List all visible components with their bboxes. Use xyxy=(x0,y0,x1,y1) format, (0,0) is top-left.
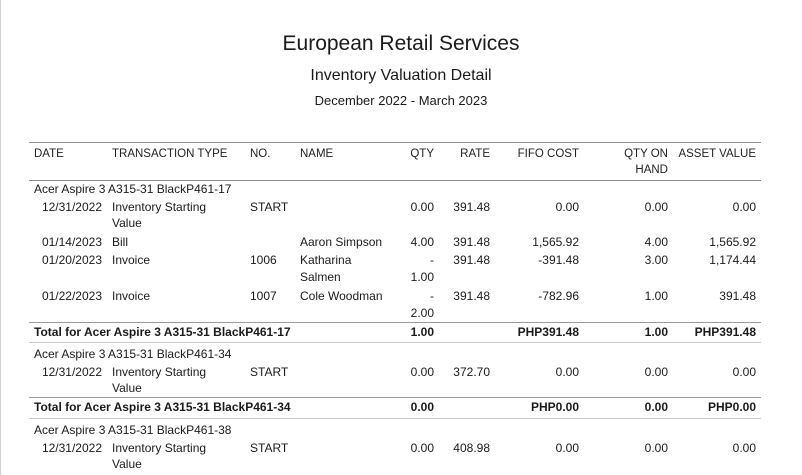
row-transaction-type[interactable]: Invoice xyxy=(112,289,151,303)
row-asset-value: 0.00 xyxy=(732,365,756,379)
col-header-name[interactable]: NAME xyxy=(300,148,334,160)
row-fifo-cost: 0.00 xyxy=(555,200,579,214)
col-header-asset-value[interactable]: ASSET VALUE xyxy=(678,148,756,160)
group-item-name: Acer Aspire 3 A315-31 BlackP461-38 xyxy=(34,423,232,437)
report-title: Inventory Valuation Detail xyxy=(310,67,492,84)
row-asset-value: 0.00 xyxy=(732,200,756,214)
row-qty-on-hand: 0.00 xyxy=(644,200,668,214)
col-header-qty-on-hand-line2: HAND xyxy=(635,164,668,176)
row-no: START xyxy=(250,441,289,455)
row-no: START xyxy=(250,365,289,379)
group-total-fifo-cost: PHP0.00 xyxy=(530,400,579,414)
row-divider xyxy=(29,342,761,343)
row-date: 12/31/2022 xyxy=(41,365,102,379)
row-transaction-type[interactable]: Bill xyxy=(112,235,129,249)
header-rule-bottom xyxy=(29,180,761,181)
company-name: European Retail Services xyxy=(282,32,520,55)
group-total-label: Total for Acer Aspire 3 A315-31 BlackP46… xyxy=(34,325,291,339)
row-no: 1006 xyxy=(250,253,277,267)
group-total-asset-value: PHP391.48 xyxy=(694,325,756,339)
row-fifo-cost: 0.00 xyxy=(555,365,579,379)
row-qty-on-hand: 4.00 xyxy=(644,235,668,249)
row-transaction-type-line2[interactable]: Value xyxy=(112,216,142,230)
row-date: 12/31/2022 xyxy=(41,200,102,214)
group-total-qty: 1.00 xyxy=(410,325,434,339)
row-transaction-type[interactable]: Inventory Starting xyxy=(112,441,207,455)
row-name[interactable]: Katharina xyxy=(300,253,352,267)
report-period: December 2022 - March 2023 xyxy=(314,93,488,108)
group-total-qty: 0.00 xyxy=(410,400,434,414)
row-qty: - xyxy=(430,289,434,303)
row-qty: 4.00 xyxy=(410,235,434,249)
row-qty-on-hand: 3.00 xyxy=(644,253,668,267)
row-transaction-type[interactable]: Inventory Starting xyxy=(112,200,207,214)
row-qty: 0.00 xyxy=(410,441,434,455)
row-name[interactable]: Cole Woodman xyxy=(300,289,383,303)
row-rate: 391.48 xyxy=(453,235,490,249)
row-qty-on-hand: 1.00 xyxy=(644,289,668,303)
row-name[interactable]: Aaron Simpson xyxy=(300,235,383,249)
row-fifo-cost: 1,565.92 xyxy=(532,235,579,249)
col-header-fifo-cost[interactable]: FIFO COST xyxy=(517,148,579,160)
row-date: 01/22/2023 xyxy=(41,289,102,303)
row-no: 1007 xyxy=(250,289,277,303)
total-rule xyxy=(29,322,761,323)
row-rate: 372.70 xyxy=(453,365,490,379)
row-transaction-type-line2[interactable]: Value xyxy=(112,457,142,471)
row-transaction-type-line2[interactable]: Value xyxy=(112,381,142,395)
row-date: 12/31/2022 xyxy=(41,441,102,455)
col-header-transaction-type[interactable]: TRANSACTION TYPE xyxy=(112,148,228,160)
row-asset-value: 1,174.44 xyxy=(709,253,756,267)
col-header-rate[interactable]: RATE xyxy=(460,148,490,160)
row-fifo-cost: -391.48 xyxy=(538,253,579,267)
row-qty-on-hand: 0.00 xyxy=(644,441,668,455)
group-total-fifo-cost: PHP391.48 xyxy=(517,325,579,339)
col-header-date[interactable]: DATE xyxy=(34,148,64,160)
row-qty: 0.00 xyxy=(410,365,434,379)
group-item-name: Acer Aspire 3 A315-31 BlackP461-17 xyxy=(34,182,232,196)
group-item-name: Acer Aspire 3 A315-31 BlackP461-34 xyxy=(34,347,232,361)
row-qty: 0.00 xyxy=(410,200,434,214)
row-qty-line2: 2.00 xyxy=(410,306,434,320)
group-total-asset-value: PHP0.00 xyxy=(707,400,756,414)
row-fifo-cost: -782.96 xyxy=(538,289,579,303)
row-qty-on-hand: 0.00 xyxy=(644,365,668,379)
row-fifo-cost: 0.00 xyxy=(555,441,579,455)
row-no: START xyxy=(250,200,289,214)
row-rate: 408.98 xyxy=(453,441,490,455)
row-rate: 391.48 xyxy=(453,289,490,303)
group-total-label: Total for Acer Aspire 3 A315-31 BlackP46… xyxy=(34,400,291,414)
row-rate: 391.48 xyxy=(453,200,490,214)
row-divider xyxy=(29,418,761,419)
row-asset-value: 0.00 xyxy=(732,441,756,455)
col-header-no[interactable]: NO. xyxy=(250,148,271,160)
row-transaction-type[interactable]: Invoice xyxy=(112,253,151,267)
row-date: 01/14/2023 xyxy=(41,235,102,249)
row-date: 01/20/2023 xyxy=(41,253,102,267)
page-edge xyxy=(0,0,1,475)
row-asset-value: 1,565.92 xyxy=(709,235,756,249)
row-name-line2[interactable]: Salmen xyxy=(300,270,341,284)
row-rate: 391.48 xyxy=(453,253,490,267)
total-rule xyxy=(29,397,761,398)
group-total-qty-on-hand: 0.00 xyxy=(644,400,668,414)
row-transaction-type[interactable]: Inventory Starting xyxy=(112,365,207,379)
row-qty: - xyxy=(430,253,434,267)
col-header-qty[interactable]: QTY xyxy=(410,148,434,160)
row-qty-line2: 1.00 xyxy=(410,270,434,284)
row-asset-value: 391.48 xyxy=(719,289,756,303)
col-header-qty-on-hand[interactable]: QTY ON xyxy=(624,148,668,160)
header-rule-top xyxy=(29,142,761,143)
group-total-qty-on-hand: 1.00 xyxy=(644,325,668,339)
